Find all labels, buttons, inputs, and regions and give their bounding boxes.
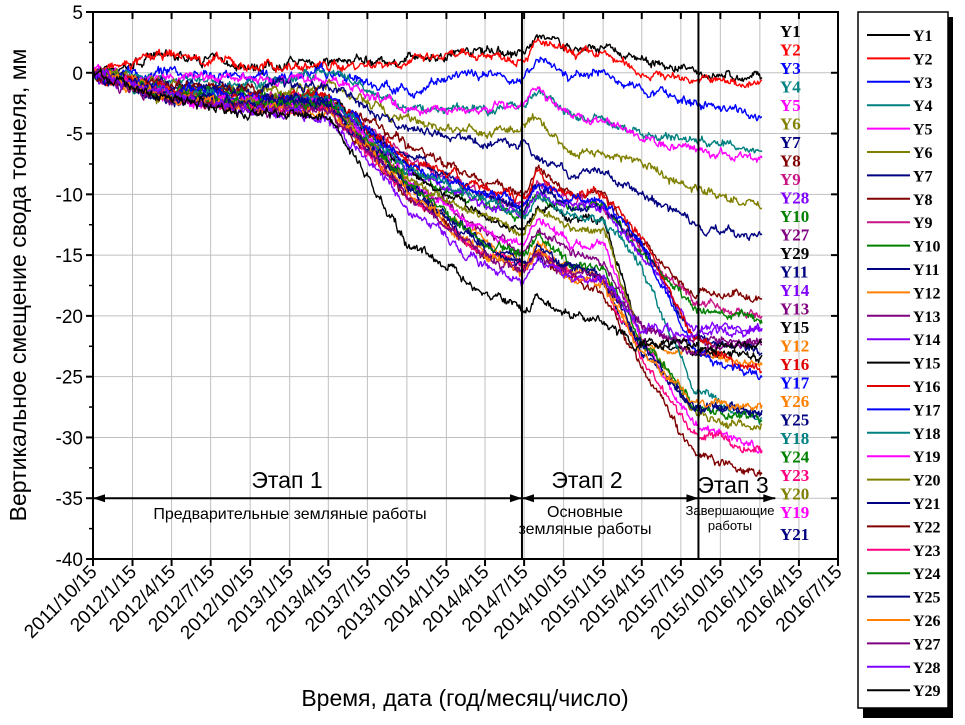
end-label-y25: Y25 bbox=[780, 411, 809, 430]
arrow-head-left bbox=[521, 494, 534, 503]
series-line-y24 bbox=[92, 70, 763, 423]
legend-label: Y1 bbox=[913, 28, 933, 45]
end-label-y20: Y20 bbox=[780, 485, 809, 504]
series-line-y29 bbox=[92, 67, 763, 354]
end-label-y19: Y19 bbox=[780, 503, 809, 522]
y-axis-title: Вертикальное смещение свода тоннеля, мм bbox=[5, 49, 31, 522]
legend-label: Y19 bbox=[913, 449, 941, 466]
end-label-y10: Y10 bbox=[780, 207, 809, 226]
y-tick-label: -35 bbox=[56, 489, 83, 510]
legend-label: Y9 bbox=[913, 215, 933, 232]
y-tick-label: -30 bbox=[56, 428, 83, 449]
y-tick-label: -20 bbox=[56, 307, 83, 328]
legend-label: Y17 bbox=[913, 402, 941, 419]
series-line-y3 bbox=[92, 56, 762, 122]
end-label-y8: Y8 bbox=[780, 152, 801, 171]
series-lines bbox=[92, 34, 763, 477]
legend-label: Y3 bbox=[913, 75, 933, 92]
end-label-y27: Y27 bbox=[780, 226, 810, 245]
legend-label: Y12 bbox=[913, 285, 941, 302]
stage-3-title: Этап 3 bbox=[697, 472, 768, 498]
end-label-y5: Y5 bbox=[780, 96, 801, 115]
legend-label: Y27 bbox=[913, 636, 941, 653]
legend-label: Y26 bbox=[913, 613, 941, 630]
end-label-y1: Y1 bbox=[780, 22, 801, 41]
stage-3-text-line1: Завершающие bbox=[686, 503, 775, 518]
end-label-y14: Y14 bbox=[780, 281, 810, 300]
end-label-y26: Y26 bbox=[780, 392, 809, 411]
end-label-y15: Y15 bbox=[780, 318, 809, 337]
arrow-head-right bbox=[763, 494, 776, 503]
end-label-y7: Y7 bbox=[780, 133, 801, 152]
legend-label: Y22 bbox=[913, 519, 941, 536]
y-tick-label: -15 bbox=[56, 246, 83, 267]
end-labels: Y1Y2Y3Y4Y5Y6Y7Y8Y9Y28Y10Y27Y29Y11Y14Y13Y… bbox=[780, 22, 810, 544]
legend-label: Y13 bbox=[913, 309, 941, 326]
end-label-y21: Y21 bbox=[780, 525, 809, 544]
stage-2-title: Этап 2 bbox=[551, 467, 622, 493]
stage-1-title: Этап 1 bbox=[251, 467, 322, 493]
legend-label: Y6 bbox=[913, 145, 933, 162]
arrow-head-right bbox=[509, 494, 522, 503]
legend-label: Y24 bbox=[913, 566, 941, 583]
series-line-y2 bbox=[92, 37, 763, 89]
end-label-y24: Y24 bbox=[780, 448, 810, 467]
legend-label: Y7 bbox=[913, 168, 933, 185]
stage-2-text-line2: земляные работы bbox=[518, 521, 651, 538]
end-label-y4: Y4 bbox=[780, 78, 801, 97]
legend-label: Y14 bbox=[913, 332, 941, 349]
arrow-head-left bbox=[93, 494, 105, 503]
y-tick-label: -10 bbox=[56, 185, 83, 206]
legend-label: Y20 bbox=[913, 473, 941, 490]
series-line-y11 bbox=[92, 65, 763, 356]
series-line-y5 bbox=[92, 67, 763, 163]
stage-1-text: Предварительные земляные работы bbox=[153, 506, 426, 523]
end-label-y13: Y13 bbox=[780, 300, 809, 319]
series-line-y26 bbox=[92, 68, 763, 412]
legend: Y1 Y2 Y3 Y4 Y5 Y6 Y7 Y8 Y9 Y10 Y11 Y12 Y13 Y14 Y15 Y16 Y… bbox=[857, 11, 953, 718]
end-label-y29: Y29 bbox=[780, 244, 809, 263]
series-line-y25 bbox=[92, 71, 763, 417]
end-label-y11: Y11 bbox=[780, 263, 808, 282]
end-label-y23: Y23 bbox=[780, 466, 809, 485]
series-line-y1 bbox=[92, 34, 763, 83]
legend-label: Y21 bbox=[913, 496, 941, 513]
y-tick-label: 0 bbox=[72, 64, 83, 85]
x-axis-title: Время, дата (год/месяц/число) bbox=[301, 685, 628, 711]
y-tick-label: 5 bbox=[72, 3, 83, 24]
legend-label: Y8 bbox=[913, 192, 933, 209]
legend-label: Y11 bbox=[913, 262, 940, 279]
legend-label: Y25 bbox=[913, 590, 941, 607]
legend-label: Y15 bbox=[913, 356, 941, 373]
end-label-y18: Y18 bbox=[780, 429, 809, 448]
legend-label: Y2 bbox=[913, 51, 933, 68]
y-tick-label: -25 bbox=[56, 368, 83, 389]
end-label-y17: Y17 bbox=[780, 374, 810, 393]
legend-label: Y16 bbox=[913, 379, 941, 396]
legend-label: Y18 bbox=[913, 426, 941, 443]
y-tick-label: -5 bbox=[66, 125, 83, 146]
legend-label: Y23 bbox=[913, 543, 941, 560]
arrow-head-right bbox=[686, 494, 699, 503]
stage-annotations: Этап 1 Предварительные земляные работы Эта… bbox=[93, 12, 776, 559]
end-label-y2: Y2 bbox=[780, 41, 801, 60]
end-label-y28: Y28 bbox=[780, 189, 809, 208]
series-line-y12 bbox=[92, 70, 763, 368]
legend-label: Y10 bbox=[913, 239, 941, 256]
stage-3-text-line2: работы bbox=[708, 518, 752, 533]
end-label-y9: Y9 bbox=[780, 170, 801, 189]
legend-label: Y5 bbox=[913, 122, 933, 139]
end-label-y6: Y6 bbox=[780, 115, 801, 134]
legend-label: Y4 bbox=[913, 98, 933, 115]
legend-label: Y28 bbox=[913, 660, 941, 677]
y-tick-label: -40 bbox=[56, 550, 83, 571]
end-label-y3: Y3 bbox=[780, 59, 801, 78]
stage-2-text-line1: Основные bbox=[547, 504, 623, 521]
end-label-y16: Y16 bbox=[780, 355, 809, 374]
end-label-y12: Y12 bbox=[780, 337, 809, 356]
legend-label: Y29 bbox=[913, 683, 941, 700]
